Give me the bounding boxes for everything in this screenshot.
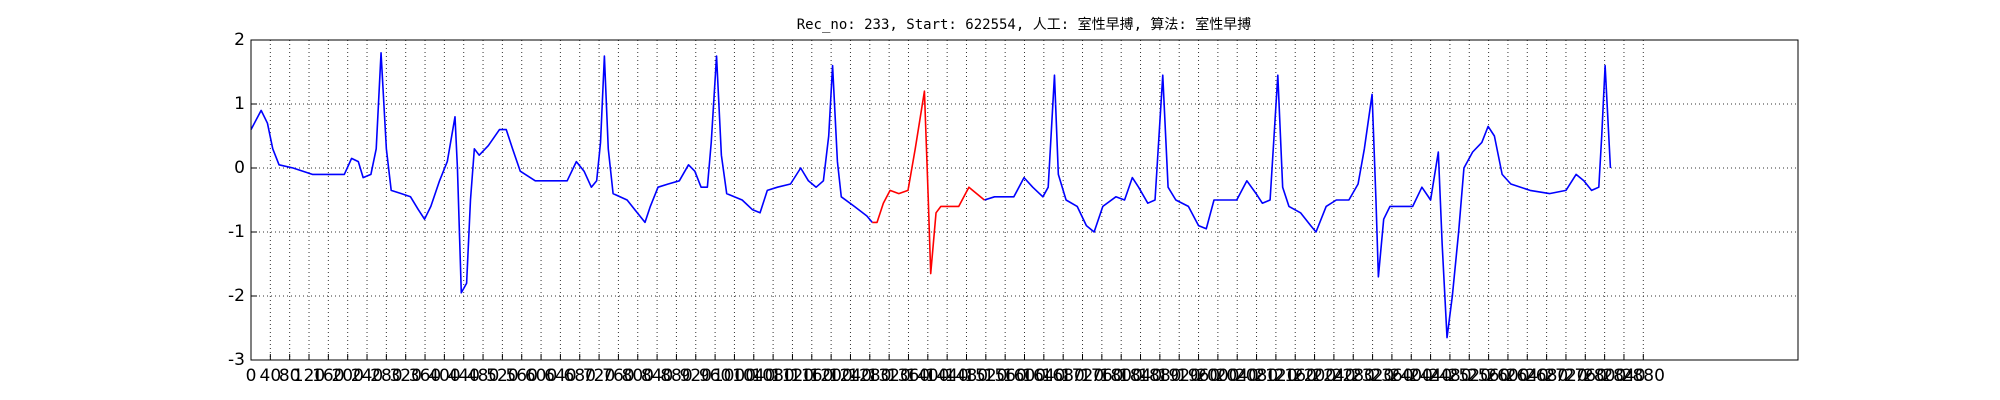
x-tick-label: 2320 [1351,366,1394,386]
x-tick-label: 1560 [984,366,1027,386]
y-tick-label: 1 [234,94,245,114]
x-tick-label: 160 [312,366,344,386]
x-tick-label: 840 [641,366,673,386]
x-tick-label: 2720 [1544,366,1587,386]
x-tick-label: 280 [370,366,402,386]
x-tick-label: 1440 [926,366,969,386]
ecg-line [872,90,985,275]
x-tick-label: 2160 [1274,366,1317,386]
x-tick-label: 760 [602,366,634,386]
x-tick-label: 360 [409,366,441,386]
x-tick-label: 920 [680,366,712,386]
axes-frame [250,39,1799,361]
x-tick-label: 880 [660,366,692,386]
y-tick-label: -3 [228,350,245,370]
x-tick-label: 2120 [1254,366,1297,386]
x-tick-label: 1320 [868,366,911,386]
x-tick-label: 520 [486,366,518,386]
x-tick-label: 2600 [1486,366,1529,386]
x-tick-label: 1720 [1061,366,1104,386]
x-tick-label: 40 [260,366,282,386]
x-tick-label: 1400 [906,366,949,386]
x-tick-label: 600 [525,366,557,386]
x-tick-label: 2480 [1428,366,1471,386]
x-tick-label: 2520 [1448,366,1491,386]
x-tick-label: 1000 [713,366,756,386]
x-tick-label: 400 [428,366,460,386]
x-tick-label: 1920 [1158,366,1201,386]
x-tick-label: 2760 [1564,366,1607,386]
ecg-line [250,52,1612,339]
x-tick-label: 2000 [1196,366,1239,386]
x-tick-label: 2200 [1293,366,1336,386]
x-tick-label: 2560 [1467,366,1510,386]
x-tick-label: 1280 [848,366,891,386]
x-tick-label: 2240 [1312,366,1355,386]
x-tick-label: 2680 [1525,366,1568,386]
y-tick-label: -2 [228,286,245,306]
x-tick-label: 200 [331,366,363,386]
x-tick-label: 1800 [1100,366,1143,386]
x-tick-label: 720 [583,366,615,386]
x-tick-label: 2080 [1235,366,1278,386]
x-tick-label: 800 [622,366,654,386]
x-tick-label: 1360 [887,366,930,386]
x-tick-label: 80 [279,366,301,386]
x-tick-label: 120 [293,366,325,386]
y-tick-label: -1 [228,222,245,242]
chart-title: Rec_no: 233, Start: 622554, 人工: 室性早搏, 算法… [797,16,1252,33]
x-tick-label: 1080 [751,366,794,386]
x-tick-label: 1840 [1119,366,1162,386]
x-tick-label: 1680 [1042,366,1085,386]
x-tick-label: 480 [467,366,499,386]
x-tick-label: 320 [389,366,421,386]
x-tick-label: 1760 [1080,366,1123,386]
y-tick-label: 2 [234,30,245,50]
x-tick-label: 2880 [1622,366,1665,386]
x-tick-label: 240 [351,366,383,386]
x-tick-label: 1600 [1003,366,1046,386]
x-tick-label: 0 [246,366,257,386]
x-tick-label: 1480 [945,366,988,386]
x-tick-label: 2640 [1506,366,1549,386]
x-tick-label: 1160 [790,366,833,386]
x-tick-label: 2400 [1390,366,1433,386]
x-tick-label: 2360 [1370,366,1413,386]
x-tick-label: 2280 [1332,366,1375,386]
x-tick-label: 1240 [829,366,872,386]
x-tick-label: 1040 [732,366,775,386]
y-tick-label: 0 [234,158,245,178]
x-tick-label: 440 [447,366,479,386]
x-tick-label: 1520 [964,366,1007,386]
x-tick-label: 960 [699,366,731,386]
x-tick-label: 1640 [1022,366,1065,386]
x-tick-label: 680 [564,366,596,386]
x-tick-label: 2800 [1583,366,1626,386]
x-tick-label: 640 [544,366,576,386]
x-tick-label: 1960 [1177,366,1220,386]
x-tick-label: 1200 [809,366,852,386]
x-tick-label: 2840 [1602,366,1645,386]
x-tick-label: 1880 [1138,366,1181,386]
x-tick-label: 2040 [1216,366,1259,386]
x-tick-label: 1120 [771,366,814,386]
x-tick-label: 560 [505,366,537,386]
x-tick-label: 2440 [1409,366,1452,386]
